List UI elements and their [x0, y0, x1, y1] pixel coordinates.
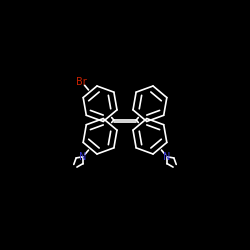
Text: Br: Br — [76, 77, 87, 87]
Text: N: N — [79, 152, 86, 162]
Text: N: N — [164, 152, 171, 162]
